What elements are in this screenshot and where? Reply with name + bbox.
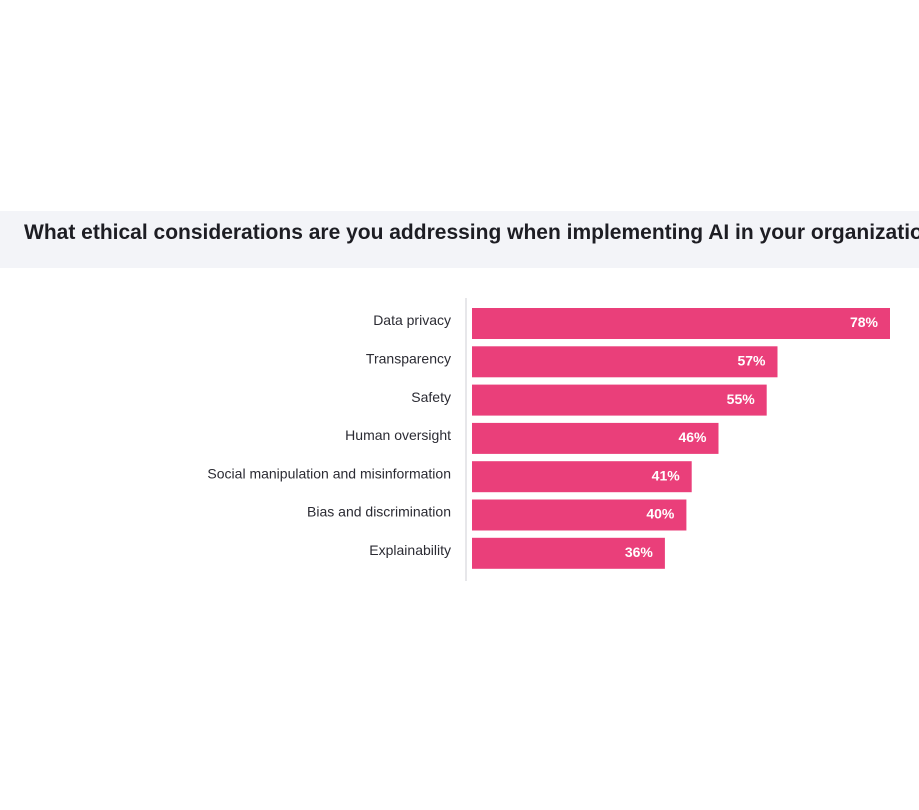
chart-title: What ethical considerations are you addr… xyxy=(24,221,919,244)
value-label: 78% xyxy=(850,314,879,330)
bar xyxy=(472,384,767,416)
value-label: 57% xyxy=(737,353,766,369)
value-label: 41% xyxy=(652,467,681,483)
bar xyxy=(472,422,719,454)
bars xyxy=(472,308,890,569)
bar xyxy=(472,346,778,378)
category-labels: Data privacy Transparency Safety Human over… xyxy=(207,312,451,558)
category-label: Social manipulation and misinformation xyxy=(207,465,451,481)
bar xyxy=(472,537,665,569)
bar xyxy=(472,308,890,339)
bar xyxy=(472,499,687,531)
category-label: Transparency xyxy=(366,351,451,367)
value-label: 55% xyxy=(727,391,756,407)
category-label: Bias and discrimination xyxy=(307,504,451,520)
category-label: Data privacy xyxy=(373,312,451,328)
bar xyxy=(472,461,692,493)
value-label: 36% xyxy=(625,544,654,560)
value-label: 40% xyxy=(646,506,675,522)
title-band: What ethical considerations are you addr… xyxy=(0,211,919,268)
category-label: Explainability xyxy=(369,542,451,558)
category-label: Safety xyxy=(411,389,451,405)
value-labels: 78% 57% 55% 46% 41% 40% 36% xyxy=(625,314,879,560)
category-label: Human oversight xyxy=(345,427,451,443)
value-label: 46% xyxy=(678,429,707,445)
